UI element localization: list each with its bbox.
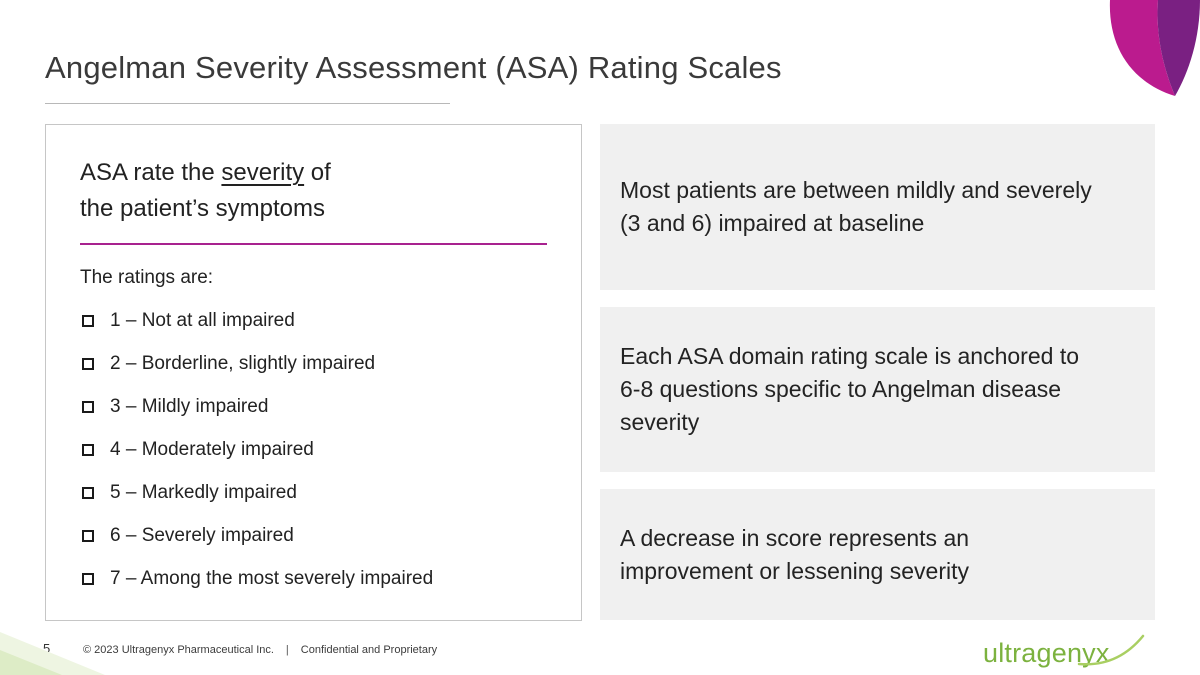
rating-label: 4 – Moderately impaired — [110, 439, 314, 460]
footer: © 2023 Ultragenyx Pharmaceutical Inc. | … — [83, 644, 437, 656]
page-title: Angelman Severity Assessment (ASA) Ratin… — [45, 50, 782, 85]
callout-anchored: Each ASA domain rating scale is anchored… — [600, 307, 1155, 472]
callout-text: Most patients are between mildly and sev… — [620, 177, 1092, 236]
list-item: 3 – Mildly impaired — [80, 396, 547, 418]
callout-decrease: A decrease in score represents an improv… — [600, 489, 1155, 620]
title-underline — [45, 103, 450, 104]
heading-line-2: the patient’s symptoms — [80, 195, 326, 222]
rating-label: 1 – Not at all impaired — [110, 310, 295, 331]
footer-confidential: Confidential and Proprietary — [300, 644, 438, 656]
heading-post: of — [304, 159, 331, 186]
callout-text: A decrease in score represents an improv… — [620, 524, 970, 584]
callout-text: Each ASA domain rating scale is anchored… — [620, 343, 1080, 435]
rating-label: 5 – Markedly impaired — [110, 482, 297, 503]
corner-green-icon — [0, 632, 105, 675]
ultragenyx-logo: ultragenyx — [983, 630, 1148, 672]
list-item: 4 – Moderately impaired — [80, 439, 547, 461]
checkbox-icon — [82, 530, 94, 542]
list-item: 2 – Borderline, slightly impaired — [80, 353, 547, 375]
list-item: 6 – Severely impaired — [80, 525, 547, 547]
checkbox-icon — [82, 401, 94, 413]
list-item: 5 – Markedly impaired — [80, 482, 547, 504]
checkbox-icon — [82, 573, 94, 585]
ratings-list: 1 – Not at all impaired 2 – Borderline, … — [80, 310, 547, 590]
list-item: 1 – Not at all impaired — [80, 310, 547, 332]
heading-underlined-word: severity — [221, 159, 305, 186]
rating-label: 6 – Severely impaired — [110, 525, 294, 546]
checkbox-icon — [82, 315, 94, 327]
page-number: 5 — [43, 641, 51, 656]
ratings-intro: The ratings are: — [80, 267, 214, 288]
logo-text: ultragenyx — [983, 638, 1110, 668]
corner-petal-icon — [1109, 0, 1200, 96]
footer-divider: | — [285, 644, 289, 656]
callout-baseline: Most patients are between mildly and sev… — [600, 124, 1155, 290]
rating-label: 7 – Among the most severely impaired — [110, 568, 434, 589]
checkbox-icon — [82, 487, 94, 499]
rating-label: 3 – Mildly impaired — [110, 396, 269, 417]
checkbox-icon — [82, 358, 94, 370]
checkbox-icon — [82, 444, 94, 456]
rating-label: 2 – Borderline, slightly impaired — [110, 353, 376, 374]
footer-copyright: © 2023 Ultragenyx Pharmaceutical Inc. — [83, 644, 274, 656]
asa-rating-panel: ASA rate the severity of the patient’s s… — [45, 124, 582, 621]
heading-pre: ASA rate the — [80, 159, 222, 186]
asa-panel-heading: ASA rate the severity of the patient’s s… — [80, 155, 547, 227]
heading-line-1: ASA rate the severity of — [80, 155, 547, 191]
list-item: 7 – Among the most severely impaired — [80, 568, 547, 590]
magenta-divider — [80, 243, 547, 245]
